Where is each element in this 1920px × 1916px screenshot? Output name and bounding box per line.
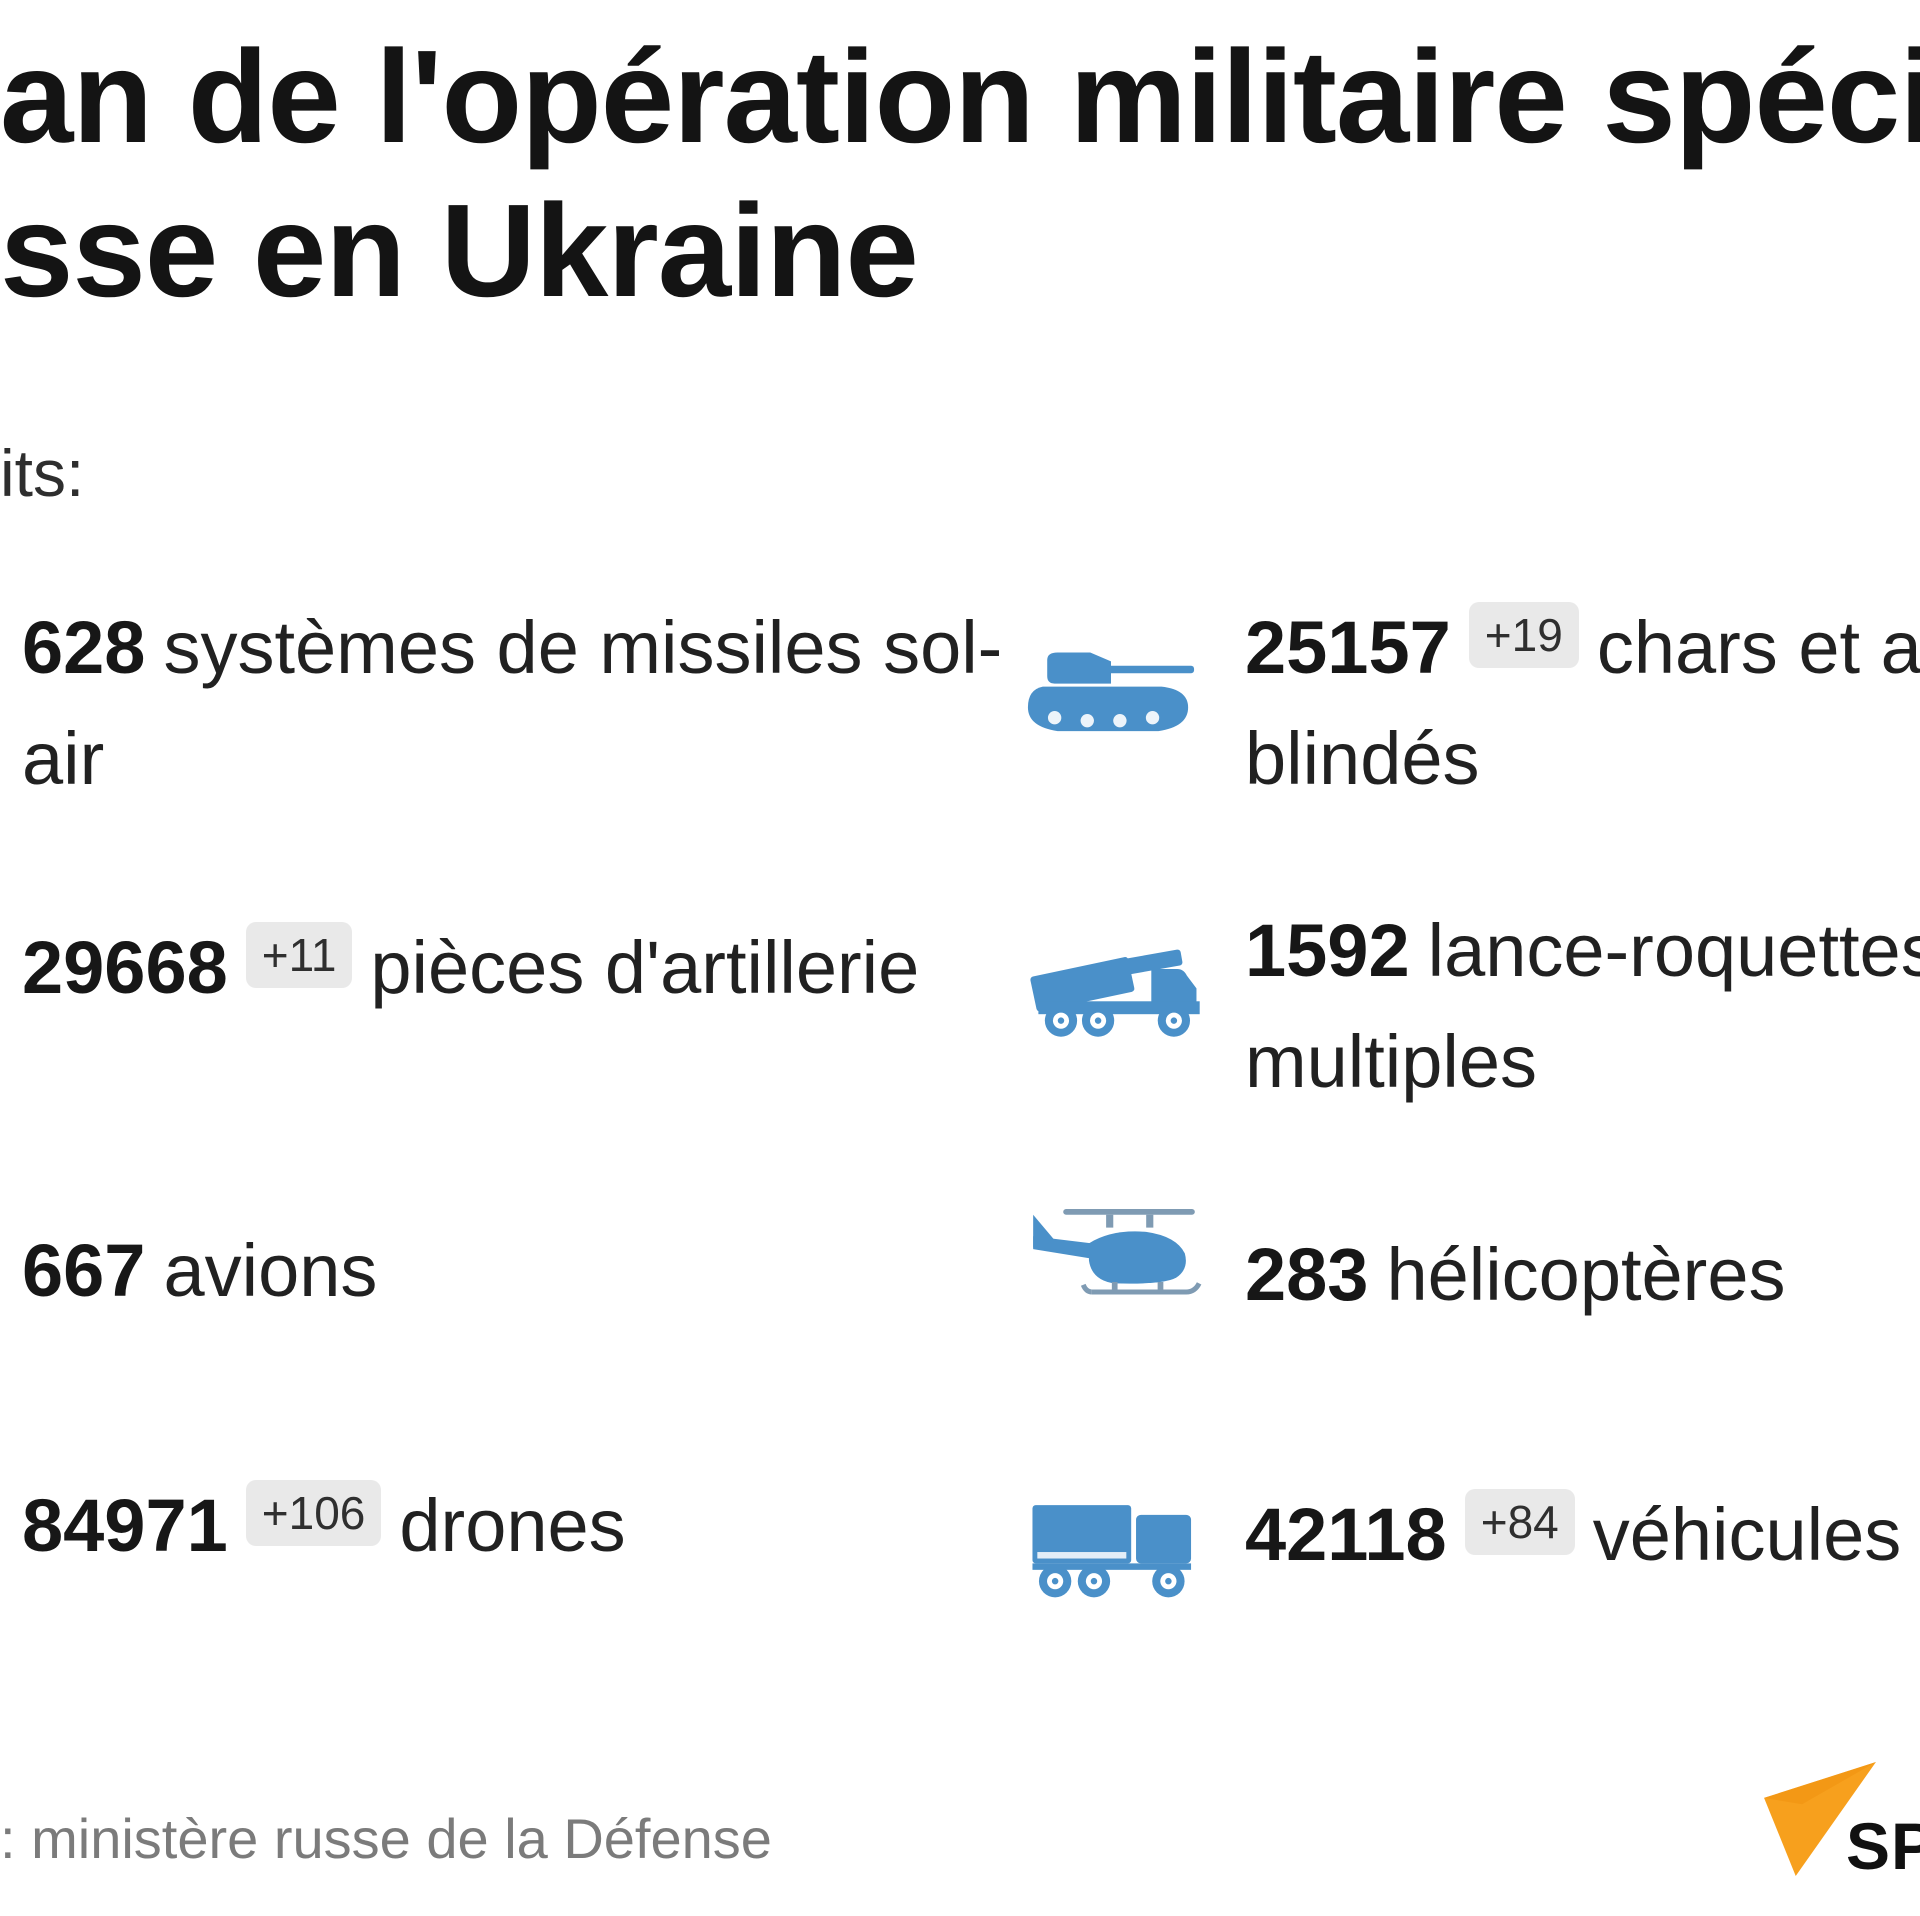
stat-sam-systems: 628 systèmes de missiles sol- air (22, 592, 1122, 814)
stat-label: drones (399, 1484, 626, 1567)
stat-drones: 84971 +106 drones (22, 1470, 1122, 1581)
stat-value: 628 (22, 606, 146, 689)
delta-badge: +11 (245, 922, 353, 988)
page-title-line1: an de l'opération militaire spéciale (0, 23, 1920, 170)
source-credit: : ministère russe de la Défense (0, 1807, 772, 1870)
delta-badge: +84 (1464, 1489, 1575, 1555)
stat-label: pièces d'artillerie (370, 926, 920, 1009)
stat-label: lance-roquettes (1427, 909, 1920, 992)
stat-value: 25157 (1245, 606, 1451, 689)
stat-label: véhicules (1592, 1493, 1902, 1576)
stat-label: systèmes de missiles sol- (163, 606, 1003, 689)
helicopter-icon (1033, 1209, 1202, 1295)
stat-planes: 667 avions (22, 1215, 1122, 1326)
stat-value: 84971 (22, 1484, 228, 1567)
stat-value: 29668 (22, 926, 228, 1009)
stat-vehicles: 42118 +84 véhicules (1245, 1479, 1920, 1590)
intro-label: its: (0, 436, 85, 510)
sputnik-logo-icon (1764, 1762, 1876, 1876)
sputnik-logo-text: SP (1846, 1809, 1920, 1883)
stat-tanks: 25157 +19 chars et autres blindés (1245, 592, 1920, 814)
delta-badge: +19 (1468, 602, 1579, 668)
stat-label: hélicoptères (1386, 1233, 1786, 1316)
stat-label: avions (163, 1229, 378, 1312)
stat-label: chars et autres (1596, 606, 1920, 689)
delta-badge: +106 (245, 1480, 382, 1546)
page-title-line2: sse en Ukraine (0, 177, 919, 324)
rocket-launcher-icon (1030, 949, 1200, 1037)
stat-label-line2: multiples (1245, 1020, 1537, 1103)
stat-value: 283 (1245, 1233, 1369, 1316)
stat-label-line2: air (22, 717, 105, 800)
stat-label-line2: blindés (1245, 717, 1480, 800)
stat-value: 1592 (1245, 909, 1410, 992)
truck-icon (1032, 1505, 1192, 1598)
tank-icon (1027, 652, 1195, 732)
stat-artillery: 29668 +11 pièces d'artillerie (22, 912, 1122, 1023)
stat-value: 42118 (1245, 1493, 1447, 1576)
page-title: an de l'opération militaire spéciale sse… (0, 20, 1920, 328)
stat-helicopters: 283 hélicoptères (1245, 1219, 1920, 1330)
stat-value: 667 (22, 1229, 146, 1312)
stat-mlrs: 1592 lance-roquettes multiples (1245, 895, 1920, 1117)
